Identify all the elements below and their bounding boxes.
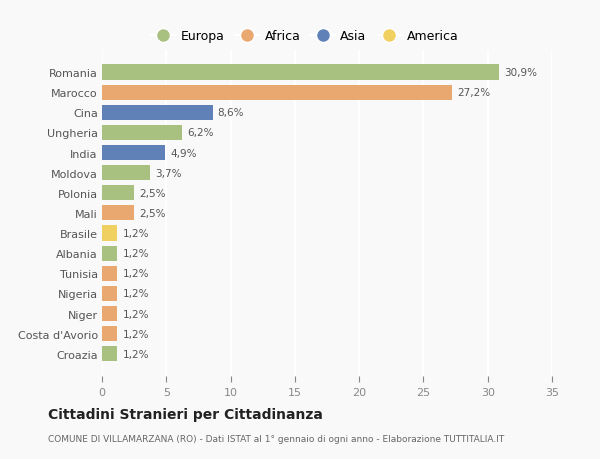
Bar (102, 146, 165, 161)
Bar (102, 306, 118, 321)
Bar (102, 65, 499, 80)
Bar (102, 166, 149, 181)
Bar (102, 226, 118, 241)
Bar (102, 206, 134, 221)
Text: 1,2%: 1,2% (122, 249, 149, 258)
Text: 1,2%: 1,2% (122, 229, 149, 239)
Text: 1,2%: 1,2% (122, 269, 149, 279)
Text: 1,2%: 1,2% (122, 349, 149, 359)
Text: 6,2%: 6,2% (187, 128, 214, 138)
Text: 2,5%: 2,5% (139, 208, 166, 218)
Bar (102, 186, 134, 201)
Text: 8,6%: 8,6% (218, 108, 244, 118)
Text: 30,9%: 30,9% (505, 68, 538, 78)
Legend: Europa, Africa, Asia, America: Europa, Africa, Asia, America (148, 28, 461, 45)
Text: 2,5%: 2,5% (139, 188, 166, 198)
Bar (102, 246, 118, 261)
Text: 4,9%: 4,9% (170, 148, 197, 158)
Text: 1,2%: 1,2% (122, 289, 149, 299)
Bar (102, 286, 118, 301)
Bar (102, 106, 212, 121)
Text: 1,2%: 1,2% (122, 309, 149, 319)
Text: 27,2%: 27,2% (457, 88, 490, 98)
Text: 1,2%: 1,2% (122, 329, 149, 339)
Bar (102, 326, 118, 341)
Bar (102, 266, 118, 281)
Text: COMUNE DI VILLAMARZANA (RO) - Dati ISTAT al 1° gennaio di ogni anno - Elaborazio: COMUNE DI VILLAMARZANA (RO) - Dati ISTAT… (48, 434, 504, 442)
Text: 3,7%: 3,7% (155, 168, 181, 178)
Bar (102, 126, 182, 140)
Text: Cittadini Stranieri per Cittadinanza: Cittadini Stranieri per Cittadinanza (48, 407, 323, 421)
Bar (102, 85, 452, 101)
Bar (102, 347, 118, 362)
